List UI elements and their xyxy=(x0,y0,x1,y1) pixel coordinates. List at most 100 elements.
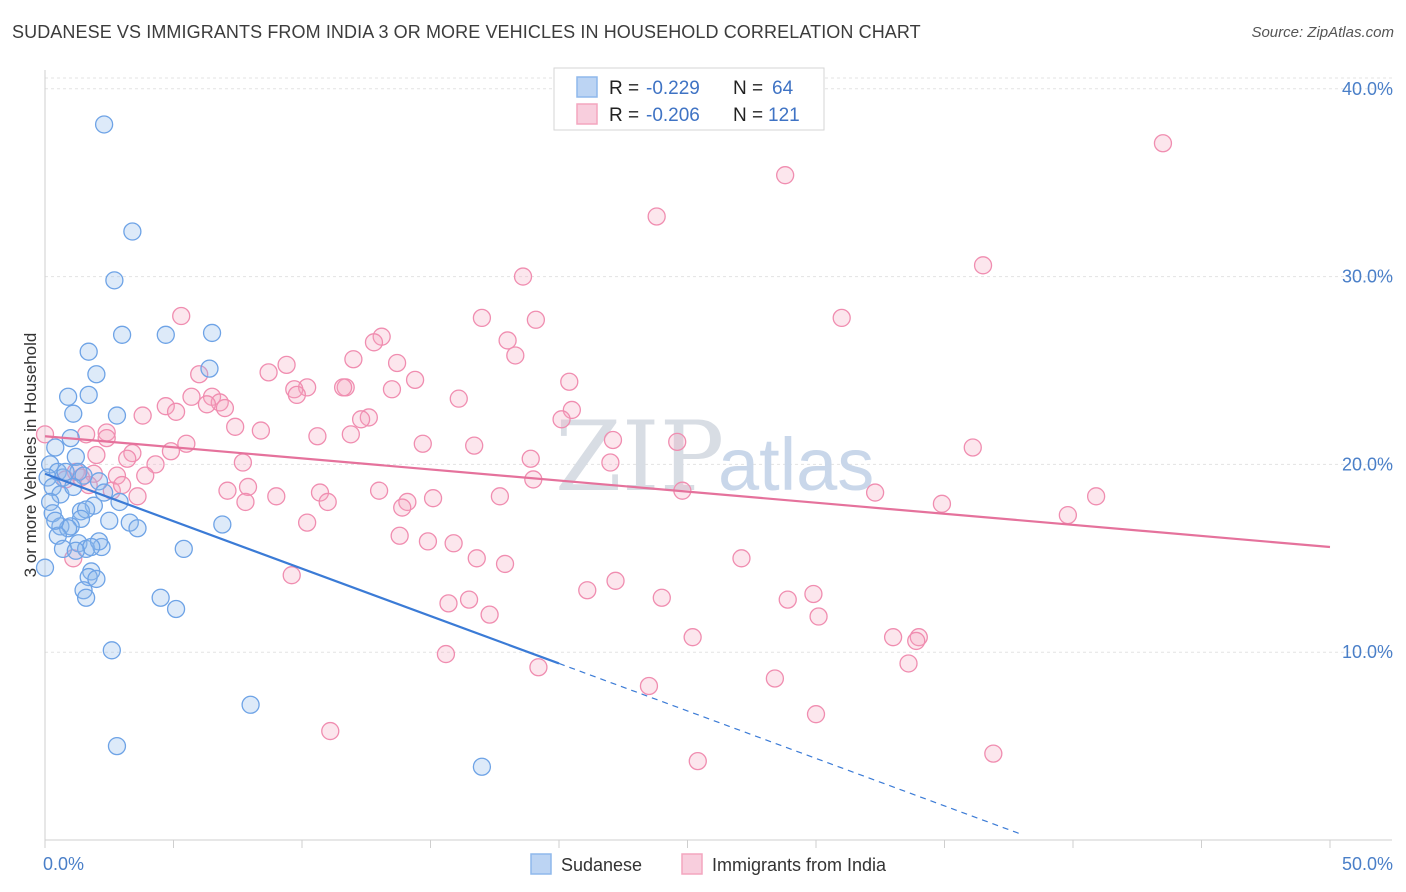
data-point-india xyxy=(297,513,317,532)
data-point-sudanese xyxy=(151,588,170,607)
y-tick-label: 20.0% xyxy=(1342,454,1393,474)
data-point-sudanese xyxy=(35,558,55,577)
data-point-india xyxy=(1058,505,1078,525)
source-label: Source: ZipAtlas.com xyxy=(1251,24,1394,41)
data-point-india xyxy=(495,554,515,574)
watermark-atlas: atlas xyxy=(718,423,874,506)
data-point-india xyxy=(418,532,438,551)
data-point-sudanese xyxy=(100,511,119,530)
data-point-sudanese xyxy=(64,404,83,423)
data-point-sudanese xyxy=(66,447,85,467)
data-point-india xyxy=(112,475,132,495)
data-point-india xyxy=(465,436,484,455)
data-point-india xyxy=(282,566,301,585)
data-point-sudanese xyxy=(123,222,142,241)
data-point-sudanese xyxy=(200,359,219,378)
data-point-india xyxy=(369,481,389,500)
data-point-india xyxy=(287,385,307,405)
y-tick-label: 10.0% xyxy=(1342,642,1393,662)
data-point-india xyxy=(963,438,982,457)
data-point-india xyxy=(218,481,237,500)
data-point-india xyxy=(498,331,517,350)
legend-r-label: R = xyxy=(609,105,639,126)
data-point-india xyxy=(172,306,191,326)
data-point-india xyxy=(251,421,271,440)
data-point-india xyxy=(601,453,620,472)
data-point-india xyxy=(513,267,533,286)
data-point-sudanese xyxy=(87,569,106,589)
data-point-india xyxy=(506,346,525,365)
data-point-india xyxy=(277,355,296,375)
gridlines xyxy=(45,77,1392,653)
data-point-india xyxy=(765,669,785,688)
data-point-sudanese xyxy=(472,757,492,776)
y-axis-title: 3 or more Vehicles in Household xyxy=(21,333,40,578)
data-point-india xyxy=(683,628,702,647)
data-point-sudanese xyxy=(79,342,98,361)
x-tick-label: 0.0% xyxy=(43,854,84,874)
y-tick-label: 30.0% xyxy=(1342,267,1393,287)
chart-title: SUDANESE VS IMMIGRANTS FROM INDIA 3 OR M… xyxy=(12,22,921,42)
series-sudanese-points xyxy=(35,115,492,776)
data-point-sudanese xyxy=(79,385,98,405)
legend-r-value: -0.229 xyxy=(646,78,700,99)
data-point-india xyxy=(390,526,409,545)
data-point-sudanese xyxy=(71,509,91,529)
watermark-zip: ZIP xyxy=(555,401,724,513)
data-point-india xyxy=(405,370,425,390)
data-point-india xyxy=(668,432,687,452)
data-point-india xyxy=(197,395,217,414)
data-point-india xyxy=(87,445,106,465)
data-point-sudanese xyxy=(66,541,85,560)
legend-row-india: R = -0.206 N = 121 xyxy=(576,103,800,126)
legend-swatch-india xyxy=(576,103,598,125)
data-point-india xyxy=(907,631,926,651)
data-point-india xyxy=(652,588,671,607)
data-point-india xyxy=(459,590,479,609)
legend-top: R = -0.229 N = 64 R = -0.206 N = 121 xyxy=(553,67,825,131)
data-point-sudanese xyxy=(174,539,193,559)
data-point-india xyxy=(382,380,402,399)
trend-line-sudanese xyxy=(44,472,560,665)
data-point-india xyxy=(529,658,548,677)
x-tick-labels: 0.0% 50.0% xyxy=(43,854,1393,874)
data-point-sudanese xyxy=(82,537,101,557)
data-point-india xyxy=(344,350,363,369)
legend-n-value: 121 xyxy=(768,105,800,126)
data-point-india xyxy=(35,425,55,444)
data-point-india xyxy=(865,483,885,502)
data-point-india xyxy=(560,372,579,391)
data-point-india xyxy=(136,466,155,485)
data-point-india xyxy=(161,442,181,461)
data-point-sudanese xyxy=(46,438,65,457)
data-point-india xyxy=(639,676,659,696)
legend-bottom-swatch-india xyxy=(681,853,703,875)
data-point-sudanese xyxy=(40,492,60,512)
watermark: ZIP atlas xyxy=(555,401,874,513)
data-point-india xyxy=(133,406,152,425)
data-point-sudanese xyxy=(241,695,260,714)
data-point-sudanese xyxy=(156,325,175,344)
data-point-india xyxy=(321,721,340,741)
data-point-india xyxy=(603,430,623,450)
data-point-india xyxy=(778,590,797,609)
data-point-india xyxy=(233,453,253,472)
data-point-india xyxy=(393,498,412,517)
data-point-india xyxy=(647,207,666,226)
data-point-india xyxy=(351,410,371,429)
trend-lines xyxy=(44,435,1331,835)
data-point-sudanese xyxy=(202,323,222,343)
data-point-india xyxy=(267,487,286,506)
legend-r-value: -0.206 xyxy=(646,105,700,126)
legend-bottom-label-india: Immigrants from India xyxy=(712,855,887,875)
data-point-india xyxy=(318,492,337,512)
legend-n-value: 64 xyxy=(772,78,794,99)
data-point-india xyxy=(226,417,245,436)
data-point-sudanese xyxy=(107,406,127,425)
data-point-india xyxy=(166,402,186,421)
data-point-india xyxy=(1086,487,1106,506)
data-point-india xyxy=(552,410,571,429)
x-tick-label: 50.0% xyxy=(1342,854,1393,874)
legend-n-label: N = xyxy=(733,78,763,99)
data-point-sudanese xyxy=(74,466,93,485)
